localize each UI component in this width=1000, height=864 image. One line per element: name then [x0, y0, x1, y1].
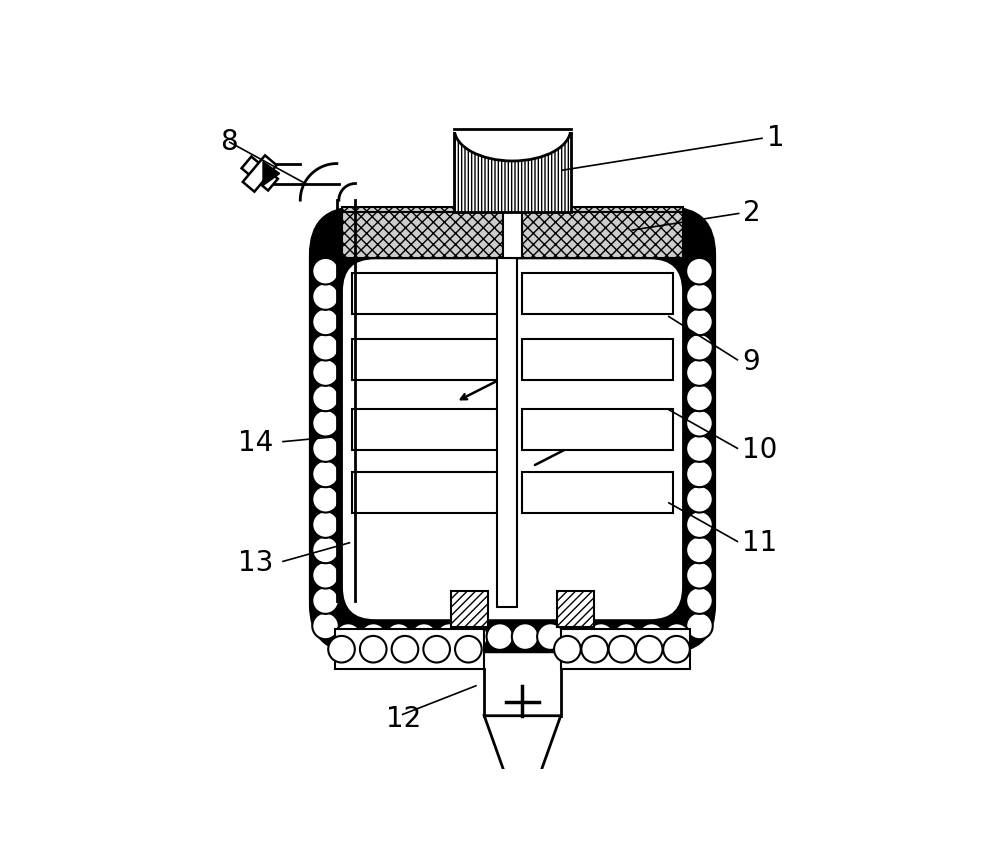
- Text: 1: 1: [767, 124, 785, 152]
- Circle shape: [686, 308, 713, 335]
- Bar: [352, 409, 502, 450]
- Circle shape: [512, 623, 538, 650]
- Circle shape: [411, 623, 437, 650]
- Circle shape: [609, 636, 635, 663]
- Circle shape: [312, 613, 339, 639]
- Circle shape: [686, 613, 713, 639]
- Circle shape: [686, 435, 713, 462]
- Bar: [242, 156, 278, 190]
- Bar: [503, 200, 522, 257]
- Circle shape: [360, 636, 387, 663]
- Circle shape: [312, 283, 339, 310]
- Polygon shape: [263, 162, 280, 186]
- Circle shape: [686, 359, 713, 386]
- Circle shape: [312, 537, 339, 563]
- Bar: [352, 340, 502, 380]
- Circle shape: [392, 636, 418, 663]
- Text: 12: 12: [386, 705, 421, 733]
- Text: 11: 11: [742, 529, 777, 556]
- Bar: [451, 591, 488, 627]
- Text: 10: 10: [742, 435, 777, 464]
- Circle shape: [487, 623, 513, 650]
- Circle shape: [686, 461, 713, 487]
- Circle shape: [537, 623, 564, 650]
- Circle shape: [686, 257, 713, 284]
- Text: 13: 13: [238, 549, 273, 577]
- Circle shape: [423, 636, 450, 663]
- Bar: [561, 629, 690, 669]
- Bar: [454, 129, 571, 213]
- Bar: [352, 473, 502, 513]
- Text: 14: 14: [238, 429, 273, 457]
- Circle shape: [613, 623, 640, 650]
- Circle shape: [686, 537, 713, 563]
- Circle shape: [335, 623, 361, 650]
- Circle shape: [360, 623, 387, 650]
- Circle shape: [664, 623, 690, 650]
- Circle shape: [686, 588, 713, 614]
- Circle shape: [312, 486, 339, 512]
- Bar: [342, 206, 683, 257]
- Circle shape: [461, 623, 488, 650]
- Circle shape: [686, 486, 713, 512]
- Circle shape: [328, 636, 355, 663]
- Bar: [243, 156, 277, 192]
- Circle shape: [636, 636, 663, 663]
- Bar: [497, 257, 517, 607]
- Circle shape: [581, 636, 608, 663]
- Text: 2: 2: [743, 200, 761, 227]
- Bar: [352, 273, 502, 314]
- Circle shape: [312, 257, 339, 284]
- Circle shape: [312, 588, 339, 614]
- Circle shape: [312, 410, 339, 436]
- Text: 9: 9: [742, 348, 760, 376]
- FancyBboxPatch shape: [342, 257, 683, 620]
- Circle shape: [312, 308, 339, 335]
- Circle shape: [686, 511, 713, 538]
- Bar: [522, 340, 673, 380]
- Circle shape: [554, 636, 581, 663]
- Circle shape: [312, 511, 339, 538]
- Circle shape: [562, 623, 589, 650]
- FancyBboxPatch shape: [310, 206, 715, 652]
- Circle shape: [663, 636, 690, 663]
- Circle shape: [686, 384, 713, 411]
- Circle shape: [436, 623, 463, 650]
- Ellipse shape: [454, 97, 571, 161]
- Circle shape: [385, 623, 412, 650]
- Bar: [557, 591, 594, 627]
- Circle shape: [686, 334, 713, 360]
- Circle shape: [638, 623, 665, 650]
- Bar: [522, 273, 673, 314]
- Polygon shape: [484, 715, 561, 782]
- Bar: [335, 629, 484, 669]
- Circle shape: [312, 435, 339, 462]
- Circle shape: [455, 636, 482, 663]
- Circle shape: [686, 410, 713, 436]
- Circle shape: [312, 461, 339, 487]
- Circle shape: [312, 359, 339, 386]
- Text: 8: 8: [220, 128, 237, 156]
- Circle shape: [312, 562, 339, 588]
- Circle shape: [312, 384, 339, 411]
- Circle shape: [686, 283, 713, 310]
- Circle shape: [588, 623, 614, 650]
- Circle shape: [312, 334, 339, 360]
- Bar: [522, 473, 673, 513]
- Circle shape: [686, 562, 713, 588]
- Bar: [522, 409, 673, 450]
- Bar: [451, 98, 574, 132]
